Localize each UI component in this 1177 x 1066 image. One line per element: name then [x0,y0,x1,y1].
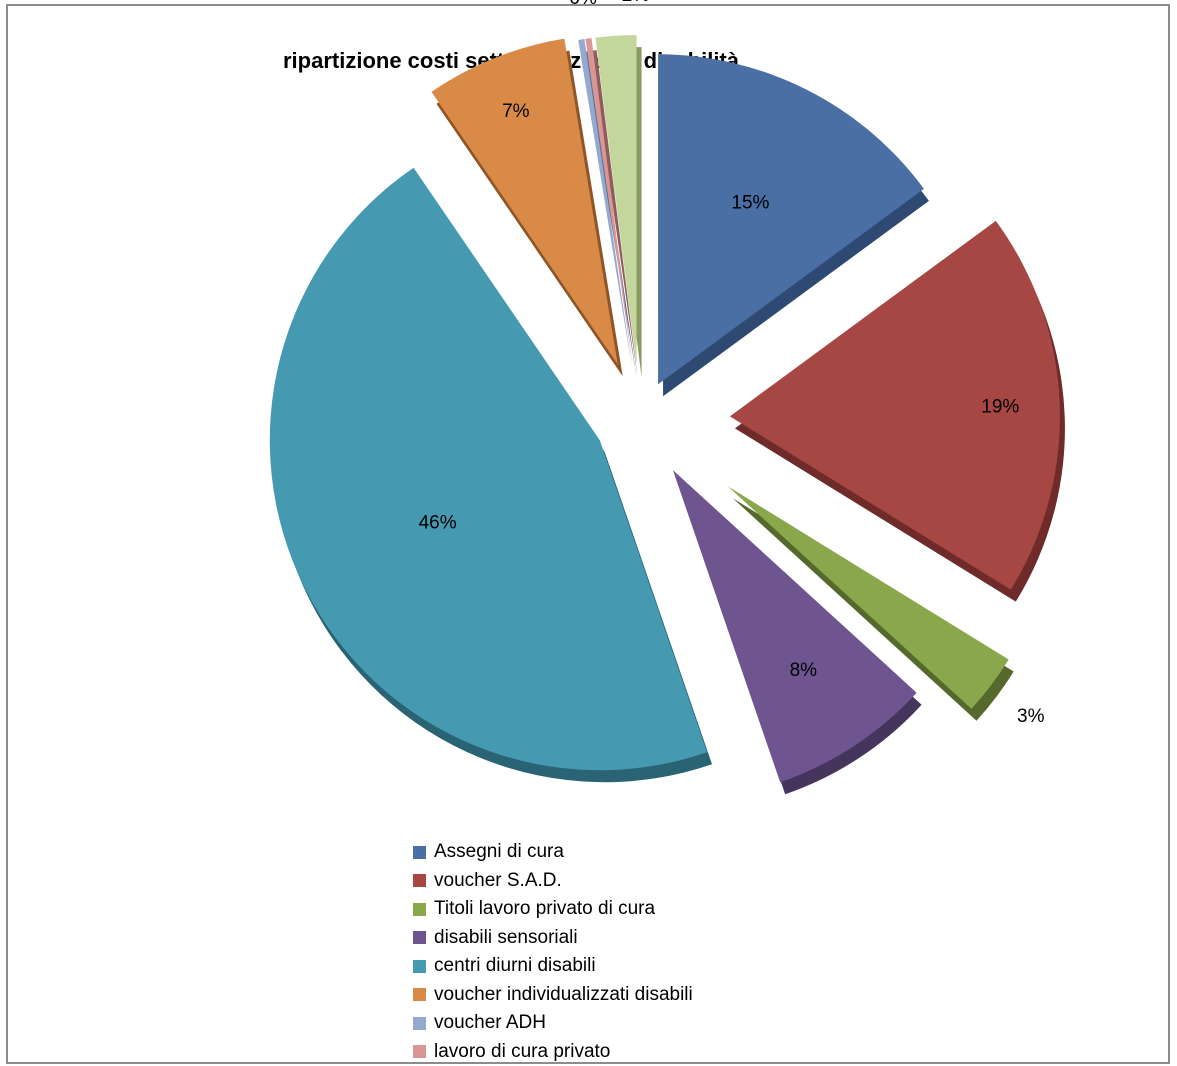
legend-item-lavoro-di-cura-privato: lavoro di cura privato [413,1038,693,1066]
data-label-voucher-s-a-d: 19% [981,396,1019,417]
legend-swatch [413,903,426,916]
legend-swatch [413,931,426,944]
legend-item-assegni-di-cura: Assegni di cura [413,838,693,867]
legend-item-voucher-individualizzati-disabili: voucher individualizzati disabili [413,981,693,1010]
legend-swatch [413,1045,426,1058]
pie-slices [270,35,1060,782]
legend-swatch [413,1017,426,1030]
chart-legend: Assegni di cura voucher S.A.D. Titoli lavo… [413,838,693,1066]
legend-label: voucher S.A.D. [434,870,562,892]
legend-swatch [413,960,426,973]
legend-swatch [413,988,426,1001]
legend-item-voucher-s-a-d: voucher S.A.D. [413,867,693,896]
legend-item-centri-diurni-disabili: centri diurni disabili [413,952,693,981]
legend-label: voucher ADH [434,1012,546,1034]
legend-label: voucher individualizzati disabili [434,984,693,1006]
legend-label: Titoli lavoro privato di cura [434,898,655,920]
legend-item-titoli-lavoro-privato-di-cura: Titoli lavoro privato di cura [413,895,693,924]
data-label-disabili-sensoriali: 8% [790,660,818,681]
data-label-voucher-individualizzati-disabili: 7% [502,101,530,122]
data-label-assegni-di-cura: 15% [731,193,769,214]
legend-swatch [413,874,426,887]
data-label-titoli-lavoro-privato-di-cura: 3% [1017,706,1045,727]
legend-item-voucher-adh: voucher ADH [413,1009,693,1038]
legend-item-disabili-sensoriali: disabili sensoriali [413,924,693,953]
data-label-centri-diurni-disabili: 46% [419,513,457,534]
legend-label: disabili sensoriali [434,927,578,949]
legend-label: Assegni di cura [434,841,564,863]
legend-label: centri diurni disabili [434,955,596,977]
data-label-voucher-adh: 0% [541,0,569,1]
data-label-unnamed-8: 2% [622,0,650,6]
legend-label: lavoro di cura privato [434,1041,610,1063]
data-label-lavoro-di-cura-privato: 0% [569,0,597,9]
legend-swatch [413,846,426,859]
